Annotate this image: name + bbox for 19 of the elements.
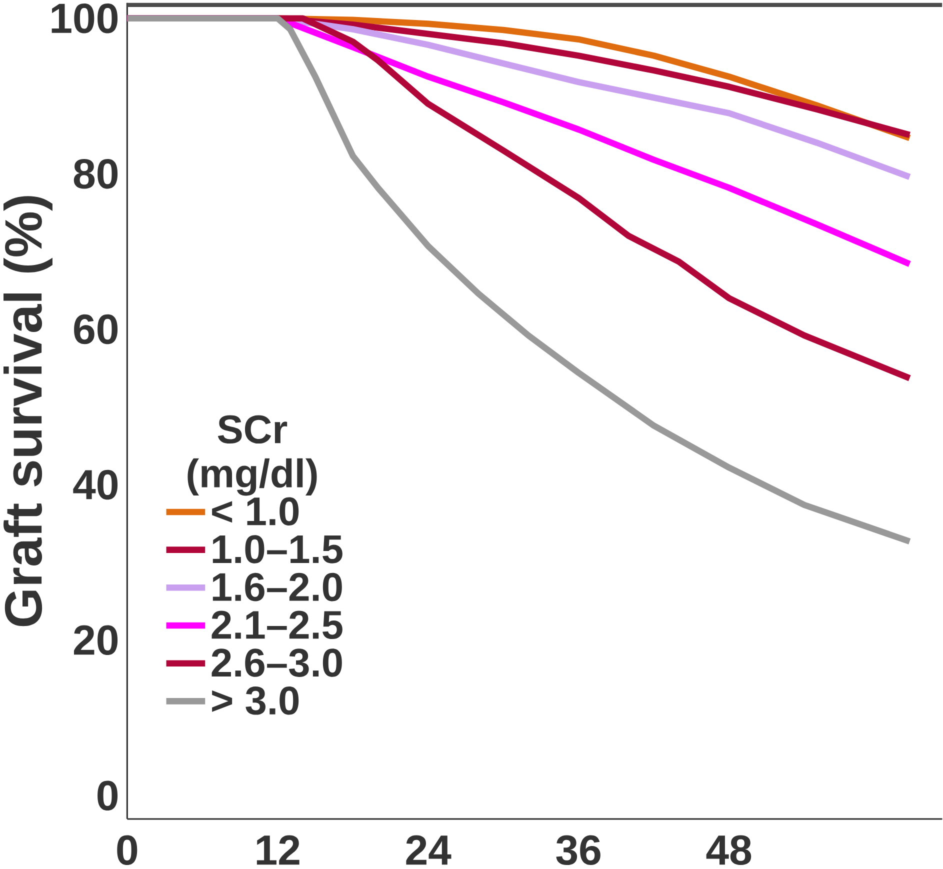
x-tick-label: 48 [706,835,752,866]
x-tick-label: 36 [556,835,600,866]
legend-label: 2.6–3.0 [212,648,342,678]
y-tick-label: 80 [74,159,118,189]
y-tick-label: 100 [52,4,118,34]
y-tick-label: 40 [73,470,118,500]
x-tick-label: 24 [406,835,452,865]
legend-label: > 3.0 [212,686,299,716]
y-tick-label: 0 [98,780,118,811]
x-tick-label: 0 [117,835,138,866]
legend-label: 1.6–2.0 [212,573,342,602]
x-tick-label: 12 [256,835,300,865]
y-axis-title: Graft survival (%) [4,196,52,626]
legend-label: < 1.0 [212,497,299,526]
y-tick-label: 60 [74,314,118,344]
y-tick-label: 20 [74,626,118,656]
legend-label: 1.0–1.5 [212,535,342,564]
legend-label: 2.1–2.5 [212,611,342,640]
legend-title: SCr (mg/dl) [188,416,317,496]
